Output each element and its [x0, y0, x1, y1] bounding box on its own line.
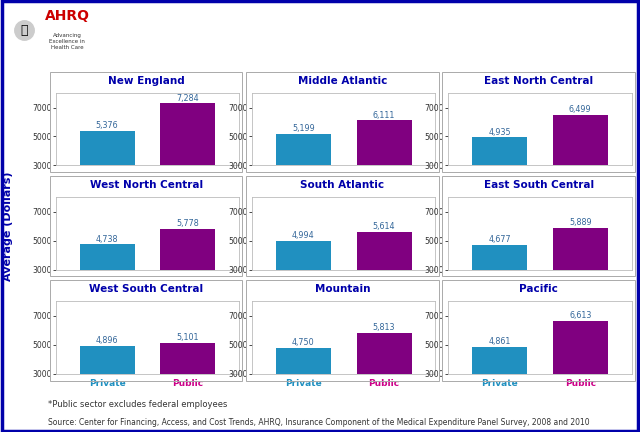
Bar: [356, 232, 412, 313]
Text: 4,750: 4,750: [292, 338, 315, 347]
Text: 4,677: 4,677: [488, 235, 511, 245]
Bar: [276, 348, 331, 417]
Text: 5,199: 5,199: [292, 124, 315, 133]
Bar: [553, 115, 608, 209]
Bar: [79, 131, 134, 209]
Bar: [356, 333, 412, 417]
Text: 5,778: 5,778: [177, 219, 199, 229]
Text: Average (Dollars): Average (Dollars): [3, 172, 13, 281]
Text: West South Central: West South Central: [89, 284, 203, 295]
Text: 5,813: 5,813: [372, 323, 396, 332]
Text: 4,861: 4,861: [488, 337, 511, 346]
Bar: [553, 321, 608, 417]
Text: 4,994: 4,994: [292, 231, 315, 240]
Text: 5,101: 5,101: [177, 334, 199, 343]
Bar: [160, 229, 215, 313]
Bar: [356, 121, 412, 209]
Text: West North Central: West North Central: [90, 180, 203, 191]
Bar: [160, 343, 215, 417]
Bar: [472, 245, 527, 313]
Text: 5,376: 5,376: [96, 121, 118, 130]
Text: New England: New England: [108, 76, 184, 86]
Text: 5,889: 5,889: [569, 218, 591, 227]
Bar: [276, 133, 331, 209]
Text: 4,738: 4,738: [96, 235, 118, 244]
Text: *Public sector excludes federal employees: *Public sector excludes federal employee…: [48, 400, 227, 409]
Text: 7,284: 7,284: [177, 94, 199, 102]
Bar: [472, 347, 527, 417]
Text: 5,614: 5,614: [372, 222, 396, 231]
Text: Private and public* sectors, by census division, 2010: Private and public* sectors, by census d…: [176, 40, 547, 53]
Text: South Atlantic: South Atlantic: [300, 180, 385, 191]
Text: Source: Center for Financing, Access, and Cost Trends, AHRQ, Insurance Component: Source: Center for Financing, Access, an…: [48, 418, 589, 427]
Bar: [79, 346, 134, 417]
Text: Middle Atlantic: Middle Atlantic: [298, 76, 387, 86]
Text: 6,111: 6,111: [373, 111, 396, 120]
Bar: [79, 245, 134, 313]
Text: Advancing
Excellence in
Health Care: Advancing Excellence in Health Care: [49, 33, 85, 50]
Text: 4,896: 4,896: [96, 337, 118, 345]
Bar: [553, 228, 608, 313]
Text: 🦅: 🦅: [20, 24, 28, 37]
Text: Figure 3. Average premium per enrolled employee for single coverage:: Figure 3. Average premium per enrolled e…: [112, 12, 611, 25]
Bar: [276, 241, 331, 313]
Text: Pacific: Pacific: [519, 284, 558, 295]
Bar: [472, 137, 527, 209]
Text: East North Central: East North Central: [484, 76, 593, 86]
Bar: [160, 103, 215, 209]
Text: 4,935: 4,935: [488, 127, 511, 137]
Text: 6,613: 6,613: [569, 311, 591, 321]
Text: 6,499: 6,499: [569, 105, 591, 114]
Text: East South Central: East South Central: [484, 180, 594, 191]
FancyBboxPatch shape: [3, 4, 96, 59]
Text: AHRQ: AHRQ: [45, 9, 90, 23]
Text: Mountain: Mountain: [315, 284, 370, 295]
